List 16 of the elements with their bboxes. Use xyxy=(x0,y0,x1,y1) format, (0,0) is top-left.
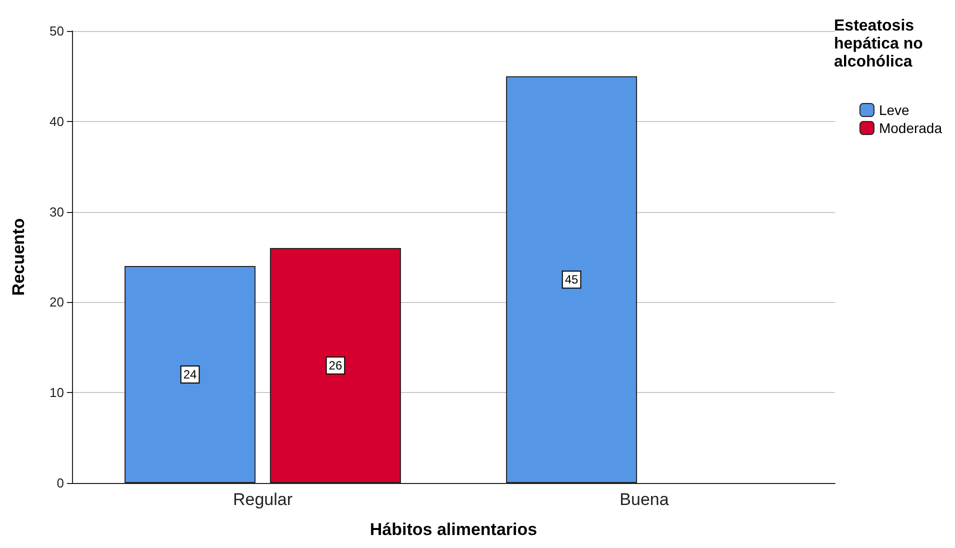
data-label: 24 xyxy=(183,368,198,382)
legend-title: Esteatosis hepática no alcohólica xyxy=(834,18,928,70)
y-axis-title: Recuento xyxy=(9,218,28,296)
y-tick-label: 40 xyxy=(50,114,64,129)
y-tick-label: 10 xyxy=(50,385,64,400)
data-label: 45 xyxy=(564,272,579,287)
data-label: 26 xyxy=(328,358,342,372)
y-tick-label: 0 xyxy=(56,476,64,490)
y-tick-label: 20 xyxy=(50,294,64,310)
y-tick-label: 30 xyxy=(50,204,64,220)
x-tick-label: Regular xyxy=(232,490,293,509)
x-tick-label: Buena xyxy=(620,490,670,509)
legend-label: Moderada xyxy=(878,120,942,136)
legend-label: Leve xyxy=(878,102,910,118)
y-tick-label: 50 xyxy=(50,24,64,38)
x-axis-title: Hábitos alimentarios xyxy=(370,520,538,539)
